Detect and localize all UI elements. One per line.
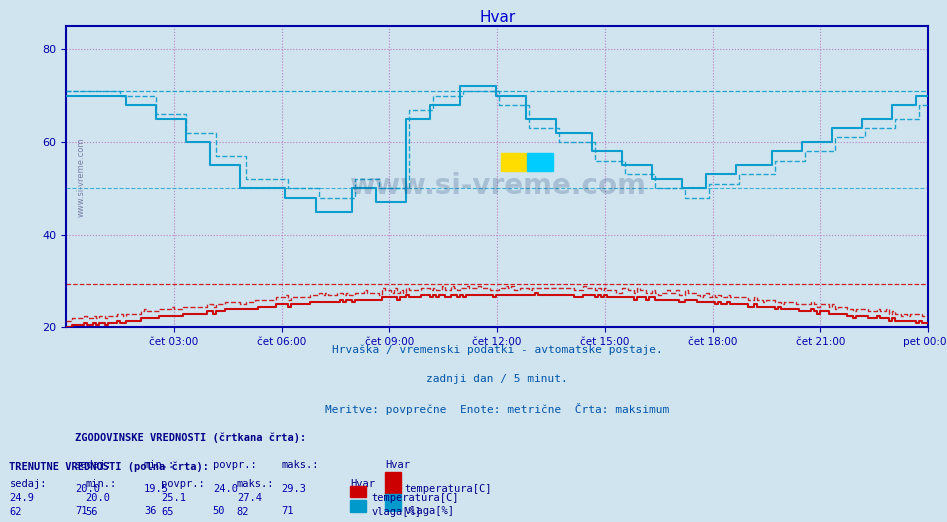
Text: 71: 71 [282, 506, 295, 516]
Text: 62: 62 [9, 507, 22, 517]
Text: 82: 82 [237, 507, 249, 517]
Text: 36: 36 [144, 506, 156, 516]
Text: temperatura[C]: temperatura[C] [404, 484, 491, 494]
Text: temperatura[C]: temperatura[C] [371, 493, 458, 503]
Text: 20.0: 20.0 [85, 493, 110, 503]
Text: vlaga[%]: vlaga[%] [371, 507, 421, 517]
Text: 24.0: 24.0 [213, 484, 238, 494]
Bar [527, 153, 553, 171]
Text: ZGODOVINSKE VREDNOSTI (črtkana črta):: ZGODOVINSKE VREDNOSTI (črtkana črta): [75, 432, 306, 443]
Text: maks.:: maks.: [282, 460, 319, 470]
Text: Hvar: Hvar [350, 479, 375, 489]
Text: Hrvaška / vremenski podatki - avtomatske postaje.: Hrvaška / vremenski podatki - avtomatske… [331, 345, 663, 355]
Text: maks.:: maks.: [237, 479, 275, 489]
Text: Meritve: povprečne  Enote: metrične  Črta: maksimum: Meritve: povprečne Enote: metrične Črta:… [325, 403, 670, 415]
Text: 71: 71 [75, 506, 87, 516]
Text: zadnji dan / 5 minut.: zadnji dan / 5 minut. [426, 374, 568, 384]
Text: 50: 50 [213, 506, 225, 516]
Bar [385, 472, 401, 494]
Text: min.:: min.: [85, 479, 116, 489]
Text: 29.3: 29.3 [282, 484, 307, 494]
Text: povpr.:: povpr.: [213, 460, 257, 470]
Bar [385, 494, 401, 517]
Text: povpr.:: povpr.: [161, 479, 205, 489]
Text: min.:: min.: [144, 460, 175, 470]
Text: Hvar: Hvar [385, 460, 410, 470]
Text: 20.0: 20.0 [75, 484, 99, 494]
Text: 65: 65 [161, 507, 173, 517]
Bar [502, 153, 527, 171]
Text: 25.1: 25.1 [161, 493, 186, 503]
Text: 19.5: 19.5 [144, 484, 169, 494]
Text: sedaj:: sedaj: [75, 460, 113, 470]
Text: www.si-vreme.com: www.si-vreme.com [77, 137, 85, 217]
Title: Hvar: Hvar [479, 10, 515, 25]
Text: vlaga[%]: vlaga[%] [404, 506, 455, 516]
Text: sedaj:: sedaj: [9, 479, 47, 489]
Text: TRENUTNE VREDNOSTI (polna črta):: TRENUTNE VREDNOSTI (polna črta): [9, 462, 209, 472]
Text: 27.4: 27.4 [237, 493, 261, 503]
Text: 56: 56 [85, 507, 98, 517]
Text: 24.9: 24.9 [9, 493, 34, 503]
Text: www.si-vreme.com: www.si-vreme.com [348, 172, 646, 200]
